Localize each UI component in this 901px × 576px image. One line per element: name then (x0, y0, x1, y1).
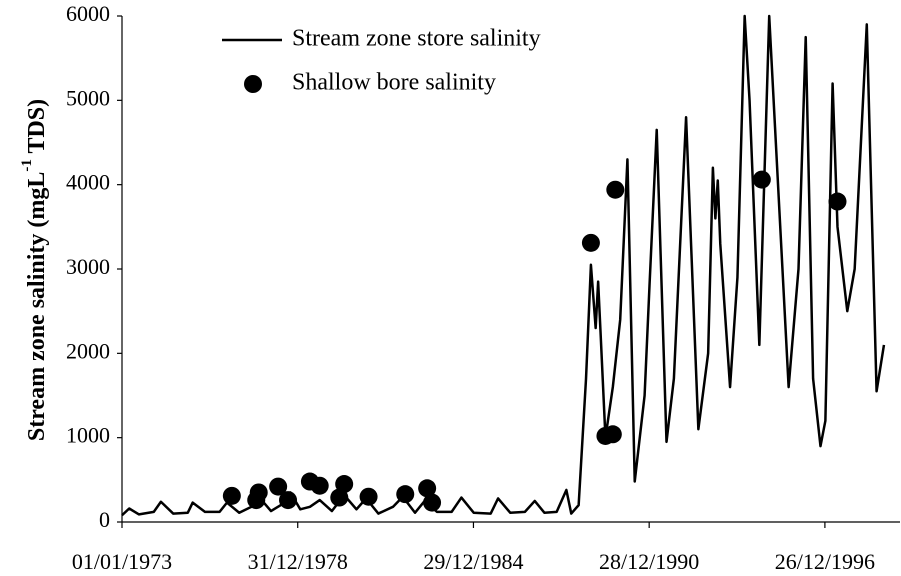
data-point (222, 486, 241, 505)
data-point (828, 192, 847, 211)
y-tick-label: 5000 (66, 85, 110, 110)
data-point (581, 233, 600, 252)
data-line (121, 14, 886, 517)
y-tick-label: 6000 (66, 1, 110, 26)
x-tick-label: 29/12/1984 (423, 549, 523, 574)
y-label-text: Stream zone salinity (mgL (24, 172, 50, 442)
legend-label: Shallow bore salinity (292, 70, 496, 96)
y-tick-label: 4000 (66, 170, 110, 195)
data-point (269, 477, 288, 496)
data-point (396, 485, 415, 504)
data-point (423, 493, 442, 512)
data-point (752, 170, 771, 189)
data-point (310, 476, 329, 495)
data-point (606, 180, 625, 199)
legend-symbol (244, 75, 262, 93)
data-point (335, 475, 354, 494)
x-tick-label: 01/01/1973 (72, 549, 172, 574)
y-tick-label: 1000 (66, 423, 110, 448)
y-label-sup: -1 (19, 159, 35, 172)
x-tick-label: 31/12/1978 (248, 549, 348, 574)
y-tick-label: 2000 (66, 338, 110, 363)
data-point (359, 487, 378, 506)
y-tick-label: 3000 (66, 254, 110, 279)
data-point (418, 479, 437, 498)
x-tick-label: 28/12/1990 (599, 549, 699, 574)
data-point (279, 491, 298, 510)
data-point (330, 488, 349, 507)
legend-label: Stream zone store salinity (292, 26, 541, 52)
y-label-text: TDS) (24, 99, 50, 159)
x-tick-label: 26/12/1996 (775, 549, 875, 574)
y-tick-label: 0 (99, 507, 110, 532)
data-point (249, 483, 268, 502)
y-axis-label: Stream zone salinity (mgL-1 TDS) (19, 99, 49, 441)
data-point (603, 425, 622, 444)
